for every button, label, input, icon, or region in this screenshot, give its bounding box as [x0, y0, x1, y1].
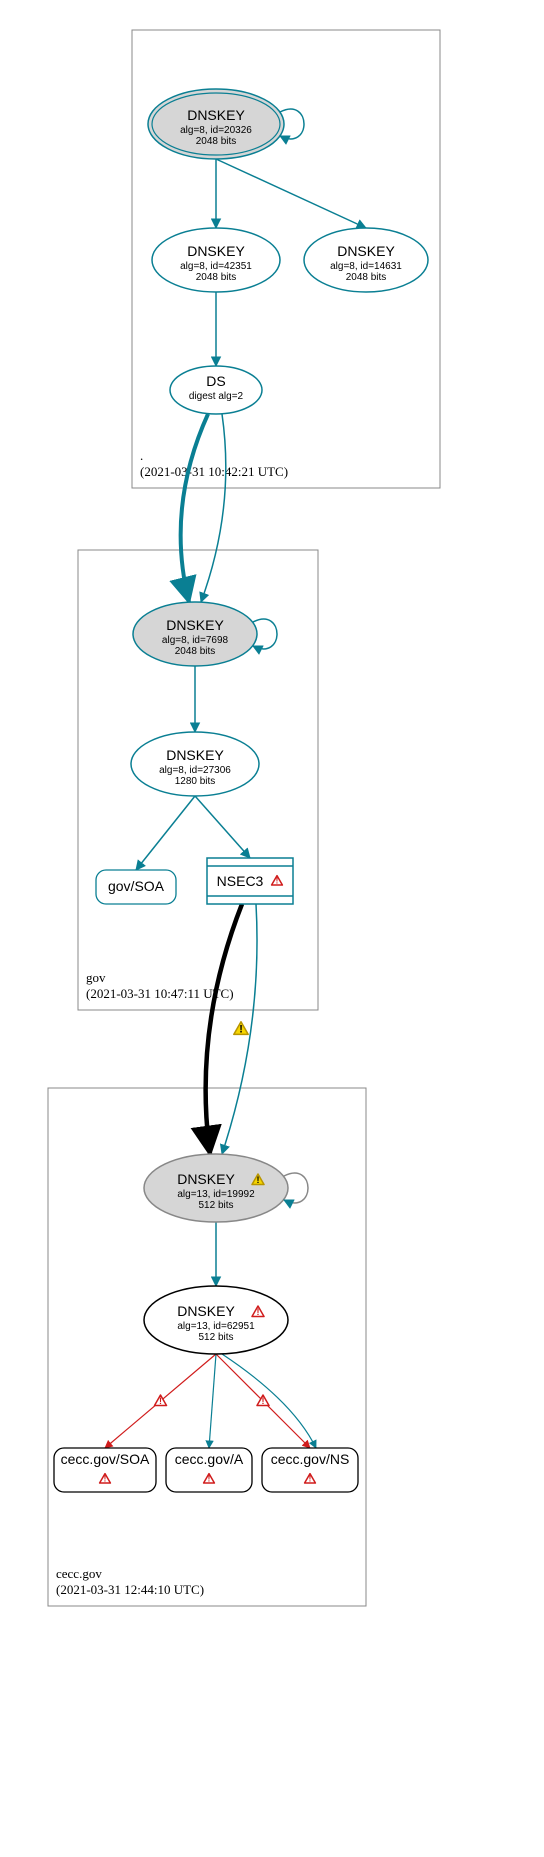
svg-text:.: . — [140, 448, 143, 463]
svg-text:alg=8, id=14631: alg=8, id=14631 — [330, 261, 402, 272]
svg-text:512 bits: 512 bits — [198, 1200, 233, 1211]
svg-text:cecc.gov/NS: cecc.gov/NS — [271, 1451, 350, 1467]
svg-text:alg=8, id=42351: alg=8, id=42351 — [180, 261, 252, 272]
svg-text:gov: gov — [86, 970, 106, 985]
svg-text:NSEC3: NSEC3 — [217, 873, 264, 889]
svg-text:alg=8, id=27306: alg=8, id=27306 — [159, 765, 231, 776]
svg-text:!: ! — [239, 1024, 243, 1036]
svg-text:!: ! — [276, 877, 279, 886]
svg-text:cecc.gov/SOA: cecc.gov/SOA — [61, 1451, 150, 1467]
svg-text:!: ! — [262, 1396, 265, 1406]
svg-text:DNSKEY: DNSKEY — [337, 243, 395, 259]
svg-text:gov/SOA: gov/SOA — [108, 878, 165, 894]
svg-text:!: ! — [257, 1175, 260, 1185]
svg-text:DNSKEY: DNSKEY — [166, 617, 224, 633]
svg-text:cecc.gov: cecc.gov — [56, 1566, 102, 1581]
svg-text:DNSKEY: DNSKEY — [187, 107, 245, 123]
svg-text:1280 bits: 1280 bits — [175, 776, 216, 787]
svg-text:digest alg=2: digest alg=2 — [189, 391, 244, 402]
svg-text:2048 bits: 2048 bits — [175, 646, 216, 657]
svg-text:alg=13, id=19992: alg=13, id=19992 — [177, 1189, 255, 1200]
svg-text:2048 bits: 2048 bits — [196, 272, 237, 283]
svg-text:DNSKEY: DNSKEY — [166, 747, 224, 763]
svg-text:2048 bits: 2048 bits — [196, 136, 237, 147]
svg-text:(2021-03-31 12:44:10 UTC): (2021-03-31 12:44:10 UTC) — [56, 1582, 204, 1597]
svg-text:DNSKEY: DNSKEY — [177, 1171, 235, 1187]
svg-text:DNSKEY: DNSKEY — [177, 1303, 235, 1319]
svg-text:alg=8, id=20326: alg=8, id=20326 — [180, 125, 252, 136]
svg-text:(2021-03-31 10:47:11 UTC): (2021-03-31 10:47:11 UTC) — [86, 986, 234, 1001]
svg-text:alg=13, id=62951: alg=13, id=62951 — [177, 1321, 255, 1332]
svg-text:!: ! — [159, 1396, 162, 1406]
svg-text:2048 bits: 2048 bits — [346, 272, 387, 283]
svg-text:alg=8, id=7698: alg=8, id=7698 — [162, 635, 229, 646]
svg-text:DS: DS — [206, 373, 225, 389]
svg-text:DNSKEY: DNSKEY — [187, 243, 245, 259]
svg-text:!: ! — [104, 1475, 107, 1484]
svg-text:!: ! — [208, 1475, 211, 1484]
svg-text:!: ! — [257, 1307, 260, 1317]
svg-text:cecc.gov/A: cecc.gov/A — [175, 1451, 244, 1467]
dnssec-diagram: .(2021-03-31 10:42:21 UTC)gov(2021-03-31… — [0, 0, 544, 1857]
svg-text:!: ! — [309, 1475, 312, 1484]
svg-text:(2021-03-31 10:42:21 UTC): (2021-03-31 10:42:21 UTC) — [140, 464, 288, 479]
svg-text:512 bits: 512 bits — [198, 1332, 233, 1343]
